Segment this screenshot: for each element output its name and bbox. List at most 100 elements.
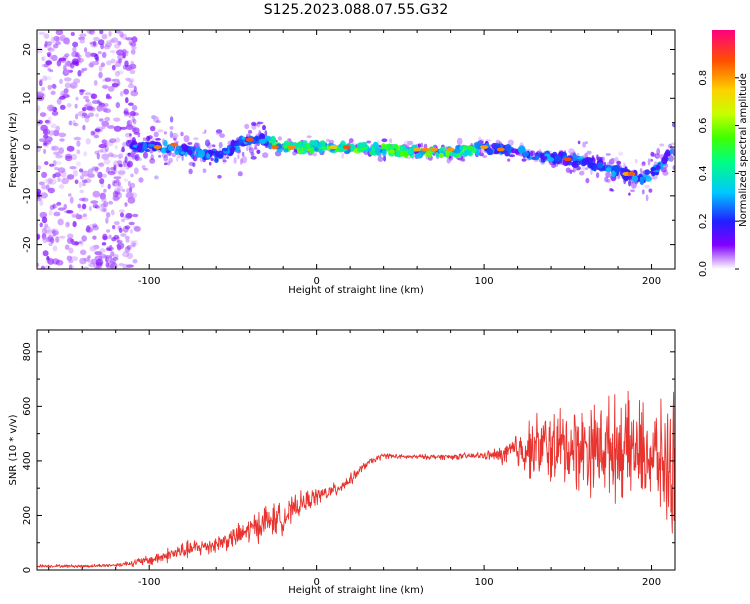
spectrogram-noise-blob [129, 69, 136, 75]
spectrogram-noise-blob [58, 147, 64, 155]
spectrogram-noise-blob [94, 167, 99, 173]
spectrogram-scatter-blob [137, 133, 141, 138]
spectrogram-noise-blob [52, 203, 56, 210]
spectrogram-noise-blob [121, 189, 126, 192]
spectrogram-scatter-blob [644, 184, 650, 189]
spectrogram-scatter-blob [237, 171, 243, 177]
spectrogram-noise-blob [50, 90, 56, 96]
spectrogram-scatter-blob [180, 131, 184, 137]
spectrogram-noise-blob [94, 266, 102, 269]
spectrogram-noise-blob [123, 178, 128, 182]
spectrogram-noise-blob [90, 200, 99, 204]
spectrogram-noise-blob [99, 248, 106, 253]
spectrogram-scatter-blob [611, 189, 615, 192]
spectrogram-noise-blob [95, 56, 99, 63]
spectrogram-noise-blob [42, 75, 48, 82]
spectrogram-scatter-blob [596, 172, 600, 179]
spectrogram-scatter-blob [639, 168, 643, 173]
spectrogram-scatter-blob [239, 158, 243, 165]
spectrogram-peak-blob [421, 147, 430, 152]
spectrogram-ridge-blob [576, 156, 584, 160]
spectrogram-noise-blob [114, 137, 121, 143]
spectrogram-ridge-blob [493, 150, 500, 155]
spectrogram-noise-blob [101, 195, 107, 203]
spectrogram-noise-blob [123, 108, 129, 114]
spectrogram-noise-blob [118, 209, 125, 213]
spectrogram-noise-blob [64, 61, 70, 67]
spectrogram-noise-blob [42, 237, 48, 243]
spectrogram-scatter-blob [670, 142, 675, 145]
spectrogram-noise-blob [43, 33, 50, 39]
spectrogram-noise-blob [51, 83, 57, 89]
spectrogram-noise-blob [37, 105, 41, 112]
spectrogram-noise-blob [64, 221, 70, 228]
spectrogram-noise-blob [97, 171, 103, 179]
spectrogram-noise-blob [59, 104, 66, 110]
spectrogram-ridge-blob [313, 139, 318, 148]
spectrogram-noise-blob [114, 190, 121, 196]
spectrogram-scatter-blob [508, 154, 516, 158]
spectrogram-scatter-blob [577, 140, 581, 145]
spectrogram-scatter-blob [246, 146, 249, 151]
spectrogram-noise-blob [79, 39, 85, 44]
spectrogram-noise-blob [107, 85, 115, 92]
spectrogram-ridge-blob [214, 158, 219, 163]
spectrogram-y-ticks: -20 -10 0 10 20 [22, 43, 675, 270]
spectrogram-noise-blob [38, 138, 47, 143]
spectrogram-scatter-blob [257, 121, 264, 125]
spectrogram-scatter-blob [641, 161, 646, 166]
spectrogram-ridge-blob [235, 142, 241, 146]
spectrogram-peak-blob [287, 145, 296, 150]
spectrogram-scatter-blob [134, 153, 140, 162]
spectrogram-noise-blob [117, 181, 121, 187]
spectrogram-scatter-blob [155, 138, 161, 141]
spectrogram-noise-blob [86, 225, 91, 233]
spectrogram-scatter-blob [248, 147, 254, 154]
spectrogram-scatter-blob [127, 152, 131, 157]
spectrogram-noise-blob [37, 91, 42, 97]
spectrogram-noise-blob [113, 164, 117, 172]
spectrogram-scatter-blob [586, 150, 592, 155]
spectrogram-noise-blob [98, 256, 106, 260]
spectrogram-noise-blob [50, 123, 57, 129]
spectrogram-noise-blob [59, 138, 65, 142]
spectrogram-noise-blob [54, 172, 61, 178]
snr-y-tick-label: 0 [22, 567, 33, 573]
spectrogram-ridge-blob [535, 155, 540, 161]
spectrogram-scatter-blob [449, 156, 452, 159]
spectrogram-noise-blob [76, 149, 81, 155]
colorbar-tick-label: 0.2 [698, 213, 709, 229]
spectrogram-noise-blob [110, 167, 115, 171]
spectrogram-noise-blob [125, 212, 133, 219]
spectrogram-noise-blob [48, 209, 53, 216]
spectrogram-noise-blob [52, 233, 57, 237]
spectrogram-scatter-blob [143, 151, 148, 159]
spectrogram-noise-blob [78, 197, 86, 202]
spectrogram-ridge-blob [367, 147, 372, 152]
spectrogram-scatter-blob [163, 131, 167, 135]
spectrogram-noise-blob [112, 181, 120, 187]
spectrogram-noise-blob [100, 148, 108, 153]
spectrogram-noise-blob [88, 30, 95, 35]
spectrogram-noise-blob [94, 251, 102, 256]
spectrogram-noise-blob [107, 183, 111, 190]
spectrogram-scatter-blob [641, 189, 645, 195]
spectrogram-scatter-blob [157, 129, 164, 133]
spectrogram-noise-blob [110, 154, 119, 158]
spectrogram-scatter-blob [306, 135, 312, 138]
spectrogram-noise-blob [101, 33, 108, 40]
spectrogram-peak-blob [496, 147, 505, 152]
spectrogram-scatter-blob [156, 120, 161, 124]
spectrogram-noise-blob [44, 161, 49, 166]
spectrogram-noise-blob [130, 182, 136, 189]
spectrogram-noise-blob [59, 34, 66, 42]
spectrogram-scatter-blob [258, 130, 262, 135]
spectrogram-noise-blob [87, 254, 92, 259]
spectrogram-noise-blob [94, 128, 101, 132]
spectrogram-noise-blob [93, 134, 100, 139]
spectrogram-scatter-blob [581, 165, 586, 172]
spectrogram-noise-blob [111, 64, 116, 71]
spectrogram-noise-blob [130, 240, 137, 247]
spectrogram-ridge-blob [163, 140, 168, 147]
